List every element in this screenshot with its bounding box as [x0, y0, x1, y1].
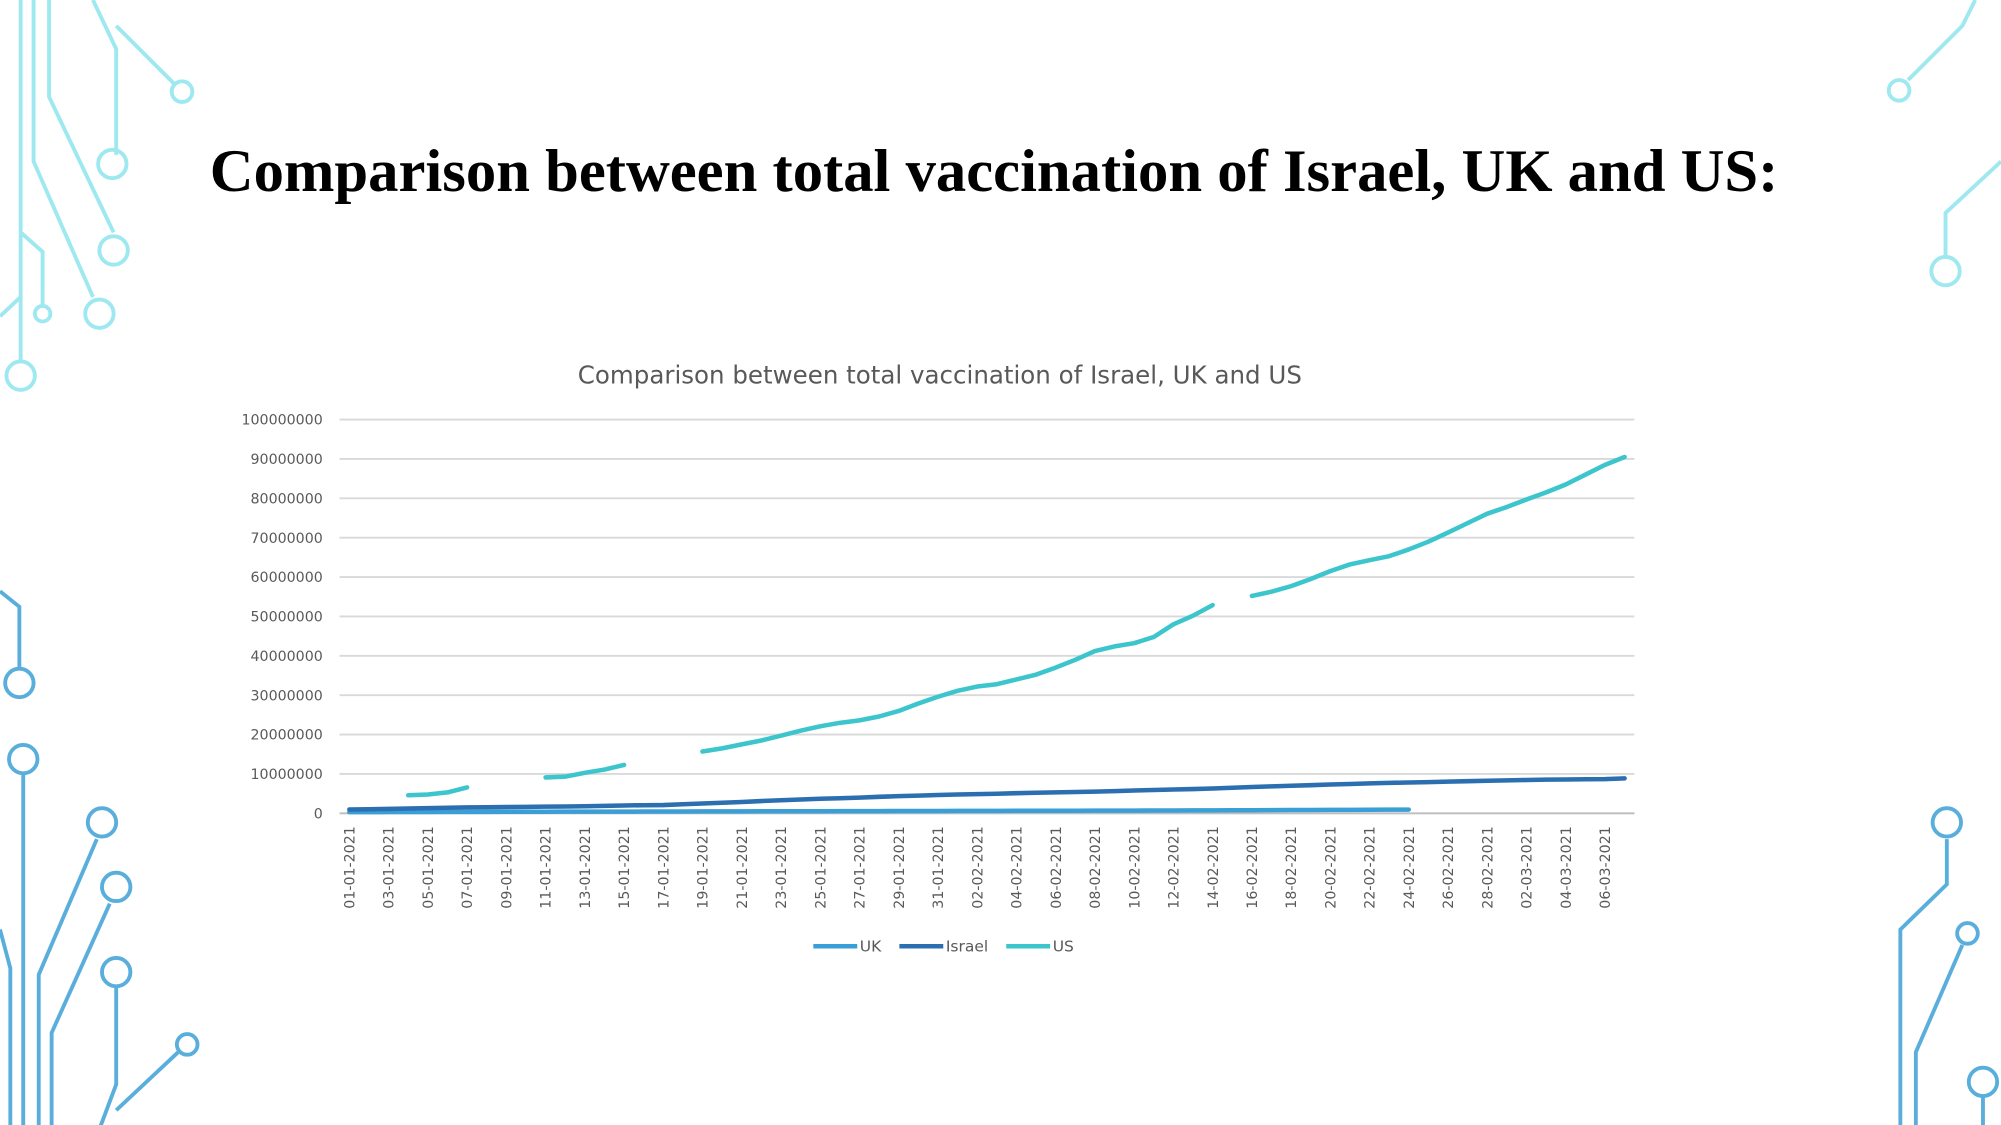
- legend-label: Israel: [946, 937, 988, 955]
- x-tick-label: 27-01-2021: [853, 826, 869, 908]
- y-tick-label: 70000000: [251, 531, 323, 547]
- y-tick-label: 20000000: [251, 728, 323, 744]
- x-tick-label: 03-01-2021: [382, 826, 398, 908]
- legend-label: UK: [860, 937, 882, 955]
- series-line: [347, 807, 1411, 815]
- x-tick-label: 23-01-2021: [774, 826, 790, 908]
- x-tick-label: 29-01-2021: [892, 826, 908, 908]
- x-tick-label: 18-02-2021: [1284, 826, 1300, 908]
- x-tick-label: 05-01-2021: [421, 826, 437, 908]
- x-tick-label: 15-01-2021: [617, 826, 633, 908]
- x-tick-label: 19-01-2021: [696, 826, 712, 908]
- x-tick-label: 13-01-2021: [578, 826, 594, 908]
- x-tick-label: 04-02-2021: [1010, 826, 1026, 908]
- y-tick-label: 80000000: [251, 491, 323, 507]
- x-tick-label: 08-02-2021: [1088, 826, 1104, 908]
- y-tick-label: 0: [314, 806, 323, 822]
- y-tick-label: 90000000: [251, 452, 323, 468]
- x-tick-label: 16-02-2021: [1245, 826, 1261, 908]
- x-tick-label: 14-02-2021: [1206, 826, 1222, 908]
- x-tick-label: 11-01-2021: [539, 826, 555, 908]
- chart-title: Comparison between total vaccination of …: [578, 360, 1302, 389]
- x-tick-label: 28-02-2021: [1480, 826, 1496, 908]
- x-tick-label: 24-02-2021: [1402, 826, 1418, 908]
- y-tick-label: 10000000: [251, 767, 323, 783]
- x-tick-label: 09-01-2021: [499, 826, 515, 908]
- series-line: [347, 776, 1627, 812]
- x-tick-label: 21-01-2021: [735, 826, 751, 908]
- slide-title: Comparison between total vaccination of …: [210, 138, 1779, 205]
- x-tick-label: 01-01-2021: [343, 826, 359, 908]
- y-tick-label: 40000000: [251, 649, 323, 665]
- x-tick-label: 07-01-2021: [460, 826, 476, 908]
- x-tick-label: 06-03-2021: [1598, 826, 1614, 908]
- x-tick-label: 06-02-2021: [1049, 826, 1065, 908]
- x-tick-label: 26-02-2021: [1441, 826, 1457, 908]
- y-tick-label: 60000000: [251, 570, 323, 586]
- x-tick-label: 25-01-2021: [813, 826, 829, 908]
- y-tick-label: 30000000: [251, 688, 323, 704]
- y-tick-label: 100000000: [242, 413, 323, 429]
- x-tick-label: 02-02-2021: [970, 826, 986, 908]
- x-tick-label: 04-03-2021: [1559, 826, 1575, 908]
- x-tick-label: 22-02-2021: [1363, 826, 1379, 908]
- x-tick-label: 12-02-2021: [1167, 826, 1183, 908]
- x-tick-label: 10-02-2021: [1127, 826, 1143, 908]
- x-tick-label: 17-01-2021: [656, 826, 672, 908]
- y-tick-label: 50000000: [251, 610, 323, 626]
- x-tick-label: 20-02-2021: [1323, 826, 1339, 908]
- series-line: [405, 454, 1627, 798]
- legend-label: US: [1053, 937, 1074, 955]
- x-tick-label: 31-01-2021: [931, 826, 947, 908]
- x-tick-label: 02-03-2021: [1520, 826, 1536, 908]
